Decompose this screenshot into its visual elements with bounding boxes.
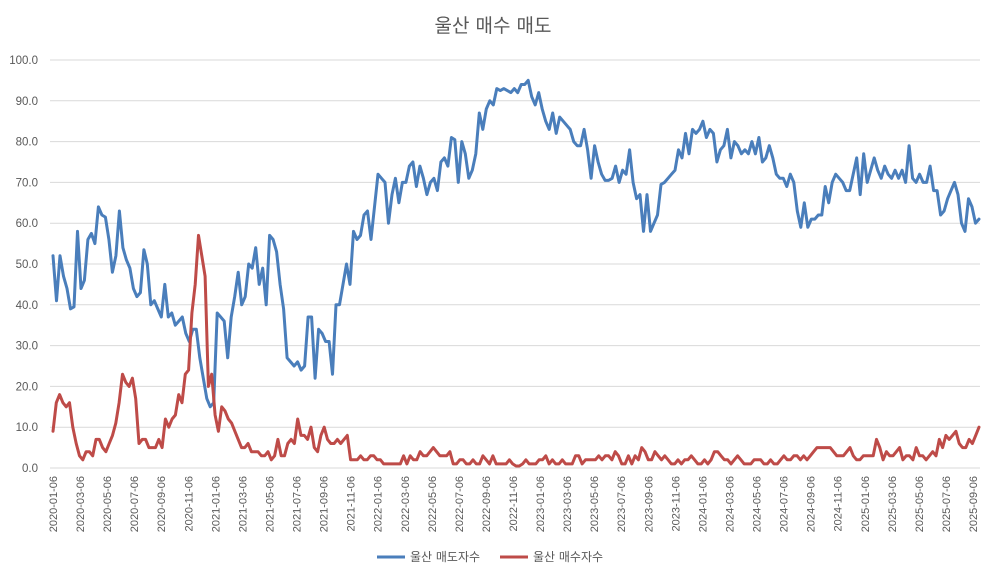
series-line-sell bbox=[51, 78, 981, 409]
y-tick-label: 90.0 bbox=[16, 96, 38, 108]
x-tick-label: 2025-07-06 bbox=[941, 476, 953, 532]
grid-lines bbox=[50, 59, 980, 469]
x-tick-label: 2024-07-06 bbox=[779, 476, 791, 532]
x-tick-label: 2023-01-06 bbox=[535, 476, 547, 532]
x-tick-label: 2022-03-06 bbox=[400, 476, 412, 532]
x-tick-label: 2021-07-06 bbox=[292, 476, 304, 532]
y-tick-label: 20.0 bbox=[16, 381, 38, 393]
x-tick-label: 2025-03-06 bbox=[887, 476, 899, 532]
x-tick-label: 2022-05-06 bbox=[427, 476, 439, 532]
y-axis: 0.0 10.0 20.0 30.0 40.0 50.0 60.0 70.0 80.0 90.0 1… bbox=[9, 55, 38, 475]
series-line-buy bbox=[51, 233, 981, 468]
x-tick-label: 2020-11-06 bbox=[183, 476, 195, 531]
x-tick-label: 2023-07-06 bbox=[616, 476, 628, 532]
x-tick-label: 2023-05-06 bbox=[589, 476, 601, 532]
x-axis: 2020-01-06 2020-03-06 2020-05-06 2020-07-06… bbox=[48, 476, 980, 532]
x-tick-label: 2025-05-06 bbox=[914, 476, 926, 532]
x-tick-label: 2023-09-06 bbox=[643, 476, 655, 532]
x-tick-label: 2020-09-06 bbox=[156, 476, 168, 532]
x-tick-label: 2024-11-06 bbox=[833, 476, 845, 531]
x-tick-label: 2024-09-06 bbox=[806, 476, 818, 532]
x-tick-label: 2021-05-06 bbox=[264, 476, 276, 532]
x-tick-label: 2025-01-06 bbox=[860, 476, 872, 532]
y-tick-label: 80.0 bbox=[16, 137, 38, 149]
chart-title: 울산 매수 매도 bbox=[435, 15, 552, 37]
y-tick-label: 70.0 bbox=[16, 177, 38, 189]
y-tick-label: 40.0 bbox=[16, 300, 38, 312]
x-tick-label: 2021-11-06 bbox=[346, 476, 358, 531]
x-tick-label: 2022-01-06 bbox=[373, 476, 385, 532]
x-tick-label: 2020-07-06 bbox=[129, 476, 141, 532]
y-tick-label: 0.0 bbox=[22, 463, 38, 475]
y-tick-label: 50.0 bbox=[16, 259, 38, 271]
x-tick-label: 2020-01-06 bbox=[48, 476, 60, 532]
x-tick-label: 2021-09-06 bbox=[319, 476, 331, 532]
legend-label-buy: 울산 매수자수 bbox=[533, 550, 603, 564]
legend-label-sell: 울산 매도자수 bbox=[410, 550, 480, 564]
y-tick-label: 60.0 bbox=[16, 218, 38, 230]
x-tick-label: 2023-11-06 bbox=[670, 476, 682, 531]
legend: 울산 매도자수 울산 매수자수 bbox=[377, 550, 603, 564]
x-tick-label: 2021-01-06 bbox=[210, 476, 222, 532]
y-tick-label: 30.0 bbox=[16, 341, 38, 353]
x-tick-label: 2024-01-06 bbox=[697, 476, 709, 532]
x-tick-label: 2020-05-06 bbox=[102, 476, 114, 532]
x-tick-label: 2022-09-06 bbox=[481, 476, 493, 532]
y-tick-label: 10.0 bbox=[16, 422, 38, 434]
series-lines bbox=[51, 78, 981, 468]
y-tick-label: 100.0 bbox=[9, 55, 38, 67]
x-tick-label: 2025-09-06 bbox=[968, 476, 980, 532]
x-tick-label: 2022-11-06 bbox=[508, 476, 520, 531]
x-tick-label: 2024-05-06 bbox=[752, 476, 764, 532]
x-tick-label: 2022-07-06 bbox=[454, 476, 466, 532]
x-tick-label: 2020-03-06 bbox=[75, 476, 87, 532]
x-tick-label: 2023-03-06 bbox=[562, 476, 574, 532]
x-tick-label: 2021-03-06 bbox=[237, 476, 249, 532]
x-tick-label: 2024-03-06 bbox=[724, 476, 736, 532]
